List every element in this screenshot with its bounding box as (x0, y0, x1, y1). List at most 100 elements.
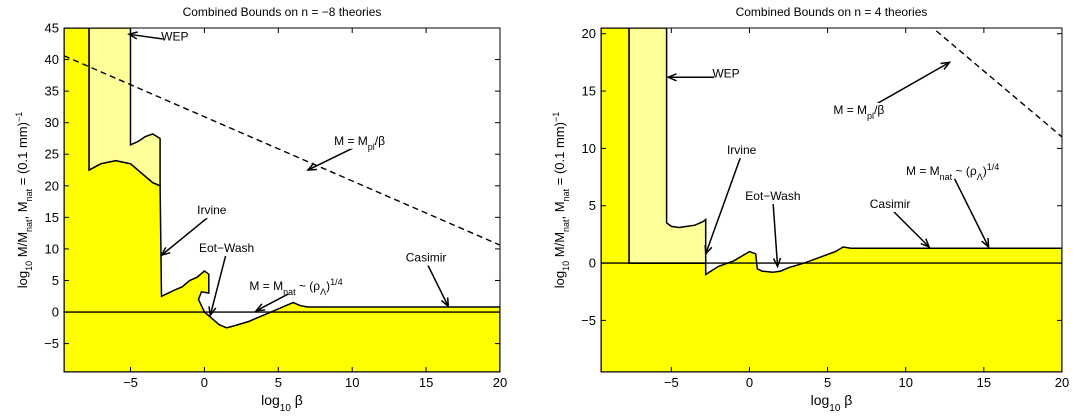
annotation: Casimir (400, 250, 452, 309)
y-axis-label: log10 M/Mnat, Mnat = (0.1 mm)−1 (551, 112, 571, 288)
x-axis-label: log10 β (261, 392, 303, 414)
annotation-arrow (889, 207, 930, 248)
annotation-label-bg (719, 143, 764, 159)
annotation: Irvine (159, 203, 234, 257)
annotation-arrow (161, 213, 213, 256)
annotation-label: Casimir (406, 251, 447, 265)
y-tick-label: 35 (45, 84, 59, 99)
annotation: WEP (127, 29, 189, 45)
annotation-label-bg (801, 103, 916, 118)
x-tick-label: 20 (1055, 375, 1069, 390)
annotation-label-bg (864, 197, 916, 213)
y-tick-label: 0 (52, 305, 59, 320)
annotation-arrowhead (441, 297, 450, 309)
x-tick-label: 10 (898, 375, 912, 390)
annotation-label: Eot−Wash (745, 189, 800, 203)
chart-title: Combined Bounds on n = −8 theories (183, 5, 382, 19)
y-axis-label: log10 M/Mnat, Mnat = (0.1 mm)−1 (14, 112, 34, 288)
annotation-arrowhead (920, 238, 931, 249)
x-tick-label: 15 (419, 375, 433, 390)
annotation-label: Irvine (197, 203, 227, 217)
annotation: WEP (666, 66, 740, 82)
y-tick-label: 20 (45, 178, 59, 193)
annotation-arrow (425, 261, 449, 307)
annotation-arrow (307, 144, 360, 171)
annotation-label-bg (895, 163, 1010, 179)
y-tick-label: 45 (45, 21, 59, 36)
plot-frame (63, 27, 501, 373)
y-tick-label: 10 (45, 241, 59, 256)
annotation-label-bg (239, 278, 354, 294)
weak-equivalence-region (88, 28, 161, 187)
annotation-label: M = Mnat ~ (ρΛ)1/4 (906, 162, 999, 182)
annotation-label: WEP (712, 66, 739, 80)
excluded-region (601, 28, 1062, 372)
x-tick-label: 10 (345, 375, 359, 390)
x-tick-label: 0 (746, 375, 753, 390)
annotation-label: Irvine (727, 143, 757, 157)
annotation-arrow (951, 174, 990, 248)
y-tick-label: 15 (45, 210, 59, 225)
annotation-arrowhead (127, 31, 138, 40)
annotation-label-bg (400, 250, 452, 266)
annotation-arrowhead (306, 162, 317, 171)
y-tick-label: 10 (582, 141, 596, 156)
annotation-label: Eot−Wash (199, 241, 254, 255)
annotation-arrow (704, 153, 743, 255)
x-tick-label: 0 (201, 375, 208, 390)
annotation-arrow (772, 199, 779, 267)
annotation-arrowhead (772, 257, 782, 269)
annotation-label-bg (162, 29, 187, 45)
annotation-label-bg (189, 203, 234, 219)
plot-area (601, 28, 1062, 372)
y-tick-label: 5 (589, 198, 596, 213)
chart-panel-n-minus-8: −5 0 5 10 15 20 −5 0 5 10 15 20 25 30 35 40 45 Combined B… (14, 5, 507, 414)
x-tick-label: 20 (493, 375, 507, 390)
annotation-arrowhead (254, 303, 266, 312)
annotation-arrowhead (159, 246, 171, 257)
annotation-arrowhead (704, 244, 713, 256)
x-tick-label: 5 (275, 375, 282, 390)
annotation: M = Mpl/β (302, 133, 417, 171)
x-axis-label: log10 β (811, 392, 853, 414)
annotation-arrowhead (208, 306, 217, 318)
x-tick-label: −5 (123, 375, 138, 390)
annotation: M = Mpl/β (801, 61, 952, 121)
annotation-label-bg (744, 189, 802, 204)
y-tick-label: 0 (589, 256, 596, 271)
annotation-label: M = Mpl/β (334, 134, 385, 152)
y-tick-label: 30 (45, 115, 59, 130)
y-tick-label: −5 (581, 313, 596, 328)
chart-title: Combined Bounds on n = 4 theories (736, 5, 928, 19)
annotation: M = Mnat ~ (ρΛ)1/4 (239, 277, 354, 312)
y-tick-label: −5 (44, 336, 59, 351)
annotation-label: M = Mpl/β (833, 103, 884, 121)
y-tick-label: 25 (45, 147, 59, 162)
annotation: Irvine (704, 143, 764, 256)
annotation: Casimir (864, 197, 931, 249)
y-tick-label: 20 (582, 26, 596, 41)
plot-frame (600, 27, 1063, 373)
annotation-label: M = Mnat ~ (ρΛ)1/4 (249, 277, 342, 297)
x-tick-label: −5 (664, 375, 679, 390)
y-tick-label: 15 (582, 84, 596, 99)
annotation-label: Casimir (870, 197, 911, 211)
annotation-label: WEP (161, 30, 188, 44)
y-tick-label: 5 (52, 273, 59, 288)
annotation: Eot−Wash (197, 241, 256, 318)
plot-area (64, 28, 500, 372)
annotation-arrow (209, 251, 228, 316)
annotation: Eot−Wash (744, 189, 802, 269)
x-tick-label: 15 (977, 375, 991, 390)
y-tick-label: 40 (45, 52, 59, 67)
annotation-arrowhead (666, 73, 677, 82)
annotation: M = Mnat ~ (ρΛ)1/4 (895, 162, 1010, 249)
x-tick-label: 5 (824, 375, 831, 390)
annotation-arrowhead (940, 61, 952, 70)
annotation-label-bg (197, 241, 256, 257)
chart-panel-n-4: −5 0 5 10 15 20 −5 0 5 10 15 20 Combined Bounds on n… (551, 5, 1069, 414)
annotation-label-bg (713, 66, 739, 82)
annotation-label-bg (302, 133, 417, 149)
annotation-arrowhead (981, 237, 990, 249)
